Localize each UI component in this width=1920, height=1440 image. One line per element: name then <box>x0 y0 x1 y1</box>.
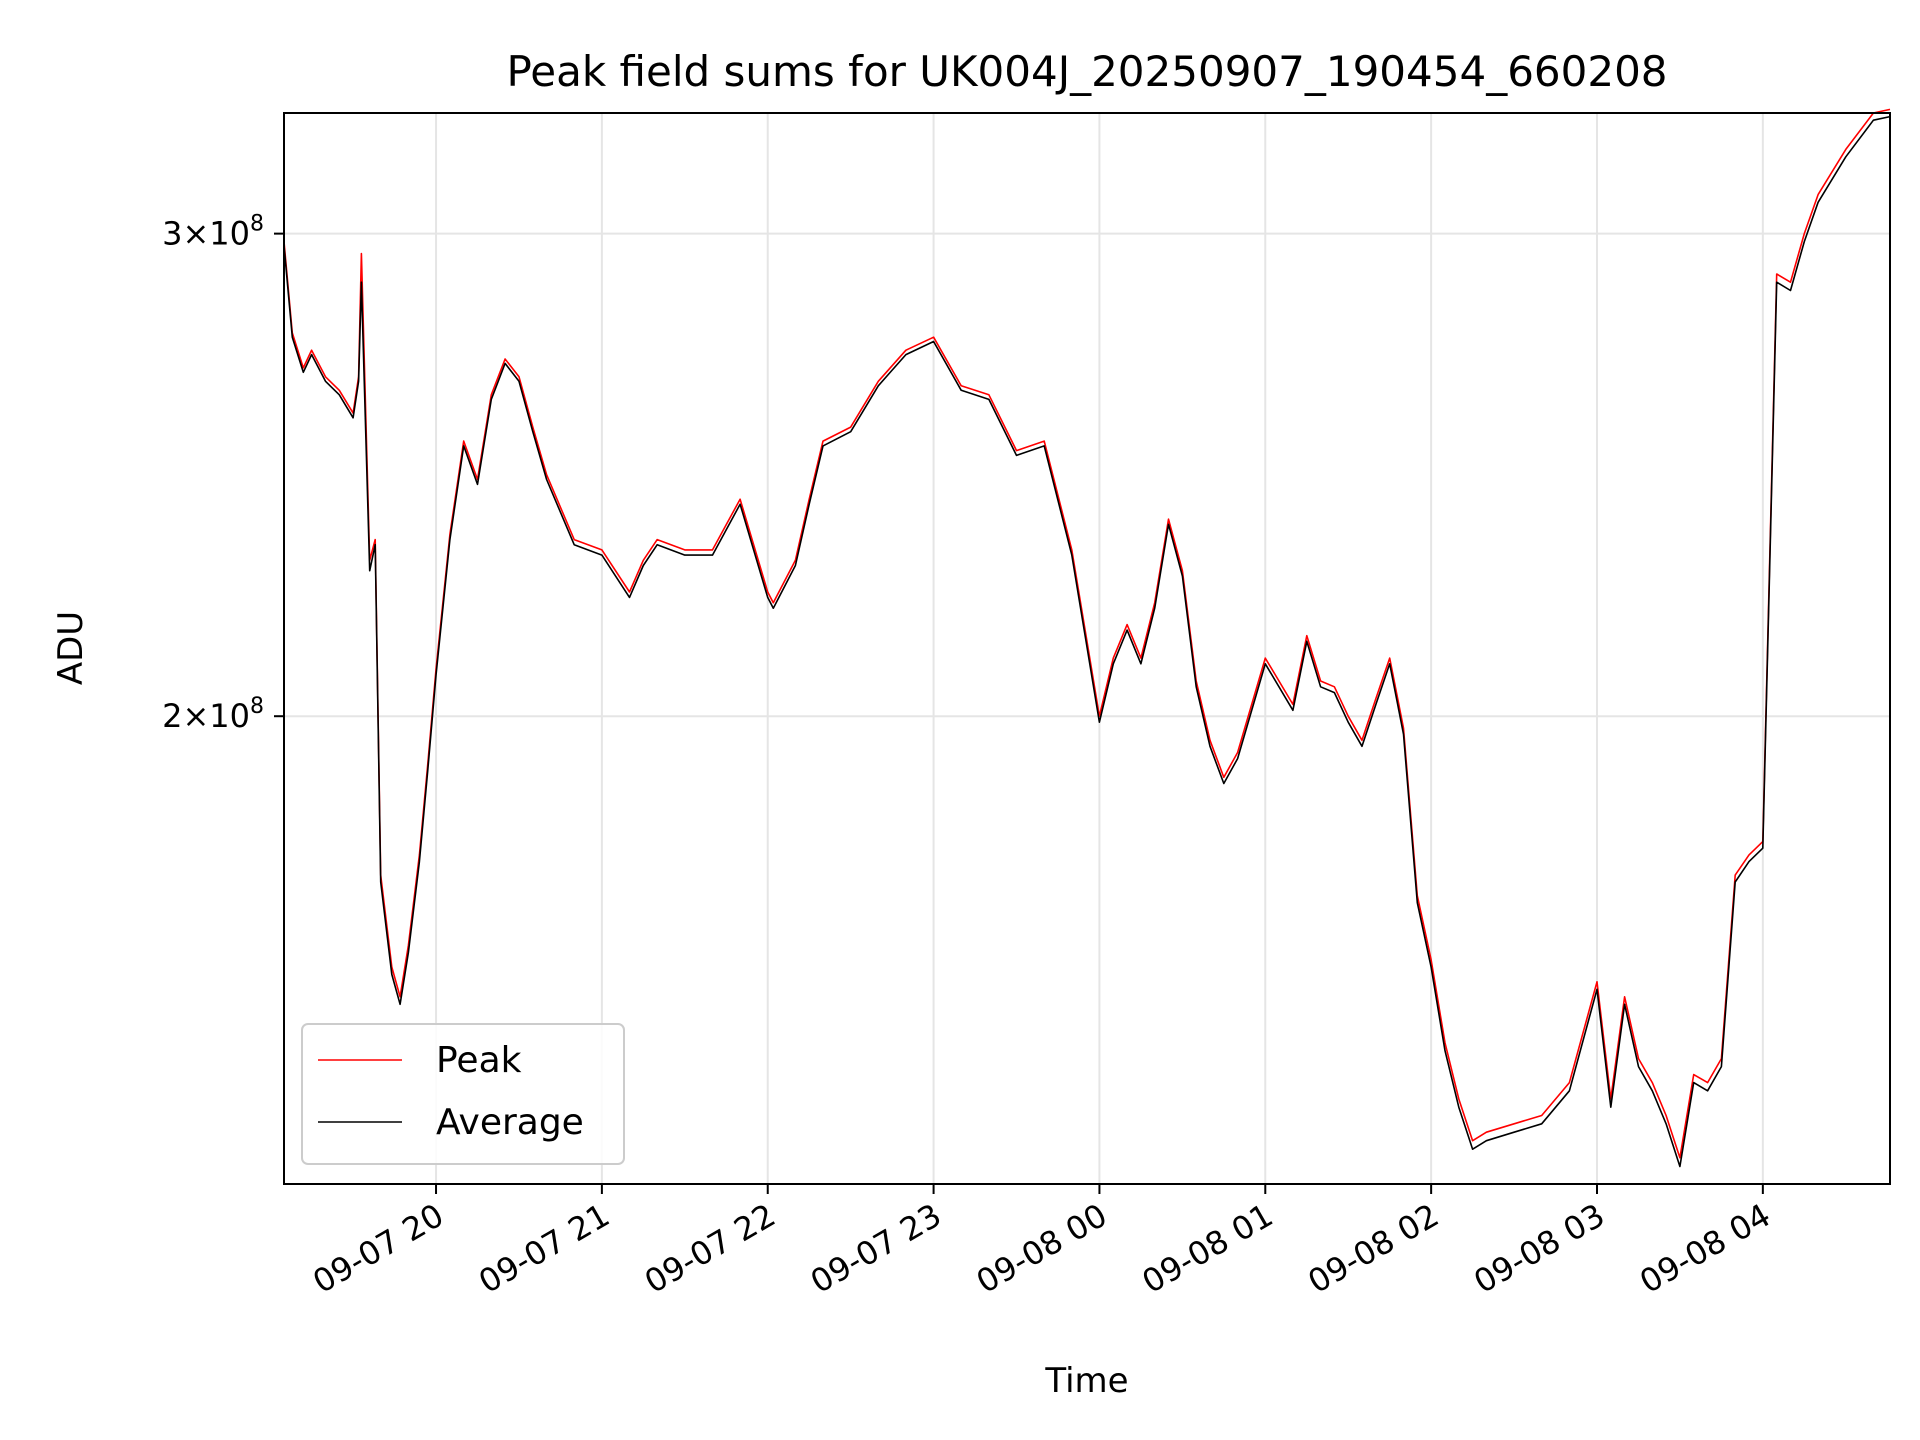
series-lines <box>283 108 1891 1168</box>
plot-frame <box>283 112 1891 1185</box>
grid <box>284 113 1890 1184</box>
chart-title: Peak field sums for UK004J_20250907_1904… <box>506 47 1667 96</box>
x-axis-label: Time <box>1044 1361 1128 1401</box>
legend-label-average: Average <box>436 1102 584 1143</box>
y-axis-ticks: 2×108 3×108 <box>162 212 284 735</box>
series-line-average <box>283 115 1891 1168</box>
legend-box <box>301 1023 625 1165</box>
y-tick-label: 2×108 <box>162 694 264 735</box>
y-axis-label: ADU <box>51 611 91 685</box>
legend-label-peak: Peak <box>436 1040 522 1081</box>
legend: Peak Average <box>301 1023 625 1165</box>
y-tick-label: 3×108 <box>162 212 264 253</box>
